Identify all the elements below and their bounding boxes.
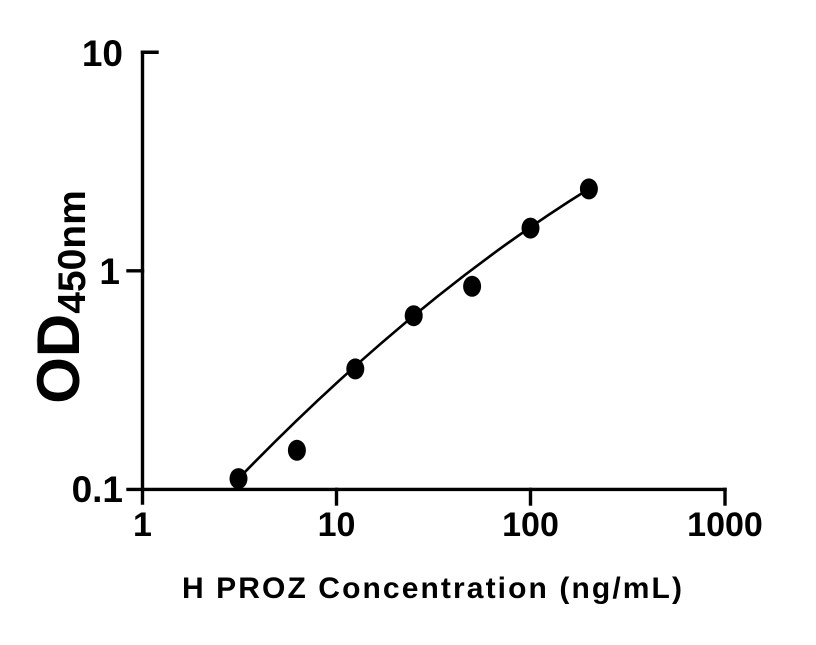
svg-text:1: 1 — [133, 506, 152, 544]
svg-text:10: 10 — [82, 33, 123, 74]
svg-text:1: 1 — [99, 251, 120, 292]
svg-text:10: 10 — [318, 506, 356, 544]
svg-text:0.1: 0.1 — [72, 469, 123, 510]
svg-text:OD450nm: OD450nm — [25, 190, 94, 404]
svg-text:1000: 1000 — [687, 506, 763, 544]
svg-text:100: 100 — [502, 506, 559, 544]
svg-text:H PROZ Concentration (ng/mL): H PROZ Concentration (ng/mL) — [182, 572, 684, 605]
